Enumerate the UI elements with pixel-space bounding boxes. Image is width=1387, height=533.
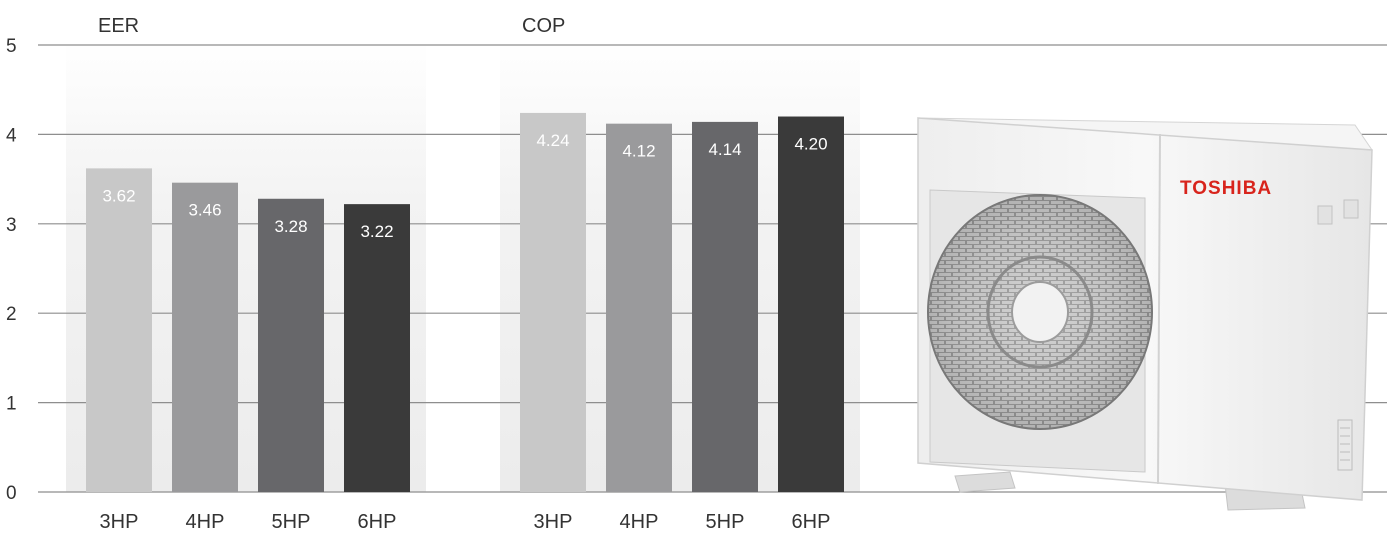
x-category-label: 5HP (706, 511, 745, 533)
bar-value-label: 3.28 (274, 217, 307, 236)
bar-value-label: 4.14 (708, 140, 741, 159)
y-tick-label: 1 (6, 394, 17, 415)
bar-value-label: 4.24 (536, 131, 569, 150)
cop-bar-5hp (692, 121, 758, 492)
cop-bar-4hp (606, 123, 672, 492)
bar-value-label: 4.20 (794, 135, 827, 154)
cop-chart-title: COP (522, 15, 565, 37)
outdoor-unit-image: TOSHIBA (917, 117, 1373, 511)
bar-value-label: 3.22 (360, 222, 393, 241)
bars: 3.62 3.46 3.28 3.22 4.24 4.12 4.14 4.20 (86, 112, 844, 493)
cop-bar-3hp (520, 112, 586, 492)
eer-bar-4hp (172, 182, 238, 492)
brand-logo-text: TOSHIBA (1180, 178, 1272, 199)
y-tick-label: 5 (6, 36, 17, 57)
y-tick-label: 2 (6, 304, 17, 325)
x-category-label: 3HP (100, 511, 139, 533)
eer-bar-5hp (258, 198, 324, 492)
y-tick-label: 4 (6, 125, 17, 146)
eer-chart-title: EER (98, 15, 139, 37)
x-category-label: 6HP (792, 511, 831, 533)
bar-value-label: 3.46 (188, 201, 221, 220)
y-tick-label: 0 (6, 483, 17, 504)
x-category-label: 6HP (358, 511, 397, 533)
bar-value-label: 4.12 (622, 142, 655, 161)
x-category-label: 5HP (272, 511, 311, 533)
y-axis-ticks: 0 1 2 3 4 5 (6, 36, 17, 504)
y-tick-label: 3 (6, 215, 17, 236)
x-category-label: 4HP (620, 511, 659, 533)
x-category-label: 4HP (186, 511, 225, 533)
cop-bar-6hp (778, 116, 844, 493)
x-category-label: 3HP (534, 511, 573, 533)
bar-value-label: 3.62 (102, 186, 135, 205)
eer-bar-3hp (86, 168, 152, 492)
eer-bar-6hp (344, 204, 410, 492)
x-axis-labels: 3HP 4HP 5HP 6HP 3HP 4HP 5HP 6HP (100, 511, 831, 533)
